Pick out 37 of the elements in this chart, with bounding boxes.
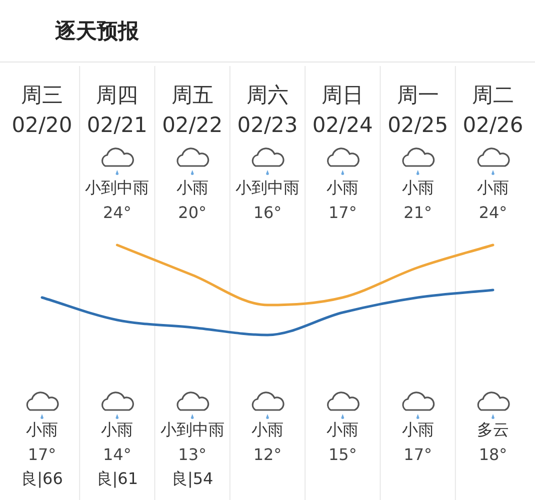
data-label: 13°: [178, 445, 207, 464]
text: 小雨: [252, 420, 284, 439]
data-label: 21°: [404, 203, 432, 222]
data-label: 24°: [102, 203, 132, 222]
text: 小到中雨: [85, 178, 150, 197]
data-label: 12°: [253, 445, 282, 464]
text: 小雨: [176, 178, 208, 197]
data-label: 18°: [478, 445, 508, 464]
x-tick-label: 周六 02/23: [237, 83, 298, 137]
text: 小到中雨: [160, 420, 224, 439]
data-label: 16°: [253, 203, 282, 222]
text: 多云: [477, 420, 509, 439]
data-label: 15°: [328, 445, 357, 464]
text: 良|66: [21, 469, 63, 488]
data-label: 14°: [102, 445, 132, 464]
data-label: 20°: [178, 203, 207, 222]
text: 小雨: [477, 178, 509, 197]
x-tick-label: 周五 02/22: [162, 83, 223, 137]
text: 小雨: [402, 178, 434, 197]
data-label: 17°: [404, 445, 432, 464]
chart-title: 逐天预报: [54, 19, 140, 43]
data-label: 17°: [28, 445, 56, 464]
x-tick-label: 周四 02/21: [86, 83, 148, 137]
text: 小雨: [26, 420, 58, 439]
text: 小到中雨: [236, 178, 300, 197]
text: 小雨: [101, 420, 134, 439]
text: 良|61: [96, 469, 138, 488]
x-tick-label: 周日 02/24: [312, 83, 373, 137]
data-label: 17°: [328, 203, 357, 222]
x-tick-label: 周三 02/20: [12, 83, 72, 137]
data-label: 24°: [478, 203, 508, 222]
text: 小雨: [326, 178, 359, 197]
text: 良|54: [171, 469, 214, 488]
x-tick-label: 周二 02/26: [462, 83, 524, 137]
text: 小雨: [402, 420, 434, 439]
text: 小雨: [326, 420, 359, 439]
x-tick-label: 周一 02/25: [388, 83, 448, 137]
